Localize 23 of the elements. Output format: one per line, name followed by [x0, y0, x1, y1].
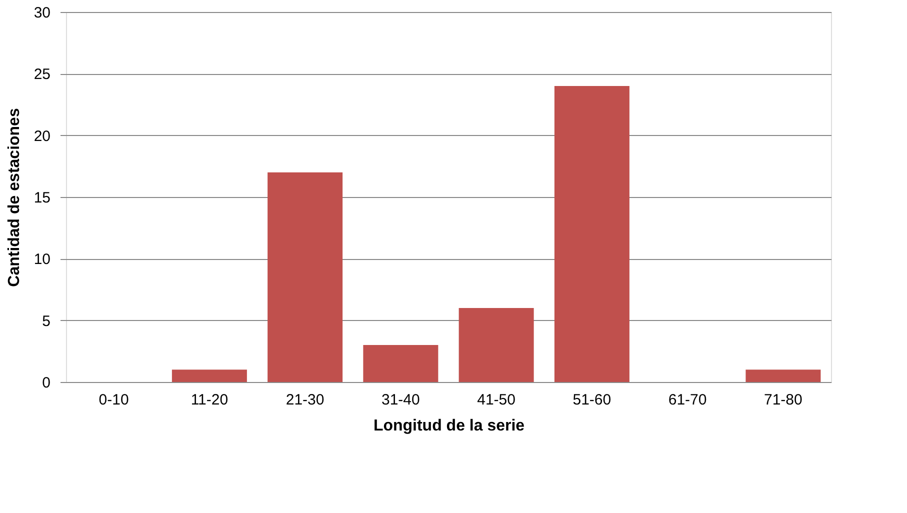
bar	[458, 308, 534, 382]
bar	[746, 370, 821, 382]
x-tick-label: 11-20	[190, 392, 228, 408]
x-tick-label: 61-70	[668, 392, 707, 408]
bar	[172, 370, 247, 382]
y-tick-label: 15	[34, 190, 50, 206]
y-tick-label: 5	[42, 312, 50, 330]
x-tick-label: 71-80	[764, 392, 802, 408]
x-tick-label: 21-30	[286, 392, 324, 408]
y-tick-label: 30	[34, 4, 50, 22]
bar	[268, 172, 343, 382]
x-tick-label: 41-50	[477, 392, 516, 408]
x-tick-label: 31-40	[382, 392, 420, 408]
x-tick-label: 51-60	[572, 392, 612, 408]
x-axis-title: Longitud de la serie	[373, 418, 525, 434]
y-tick-label: 25	[34, 66, 50, 84]
y-tick-label: 20	[34, 128, 50, 145]
x-tick-label: 0-10	[98, 392, 129, 408]
bar	[554, 86, 630, 382]
y-tick-label: 10	[34, 251, 50, 268]
y-axis-title: Cantidad de estaciones	[6, 108, 23, 287]
y-tick-label: 0	[42, 374, 50, 392]
bar	[363, 345, 438, 382]
